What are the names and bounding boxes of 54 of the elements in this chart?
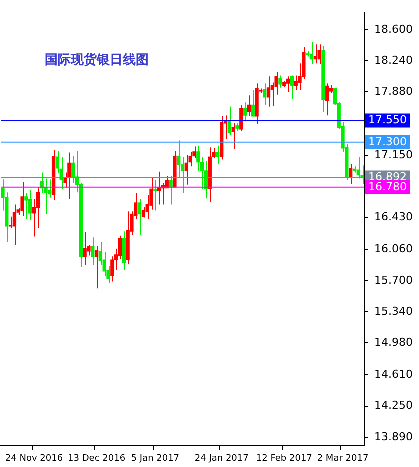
candlestick — [177, 140, 181, 178]
candlestick — [94, 246, 99, 290]
candlestick — [28, 190, 32, 221]
candlestick — [169, 176, 173, 206]
candlestick — [251, 90, 255, 117]
candlestick — [196, 145, 200, 172]
candlestick — [24, 192, 28, 220]
y-tick-label: 13.890 — [374, 430, 414, 444]
x-tick-label: 13 Dec 2016 — [68, 454, 126, 464]
candlestick — [142, 206, 146, 218]
candlestick — [326, 83, 330, 116]
y-tick-label: 17.880 — [374, 85, 414, 98]
y-tick-label: 15.340 — [374, 304, 414, 318]
y-tick-label: 16.060 — [374, 242, 414, 256]
candlestick — [247, 95, 252, 117]
y-tick-label: 14.980 — [374, 336, 414, 350]
candlestick — [184, 154, 189, 186]
candlestick — [294, 75, 298, 91]
candlestick — [290, 75, 294, 100]
candlestick — [286, 76, 290, 93]
y-tick-label: 17.150 — [374, 148, 414, 162]
candlestick — [12, 204, 17, 246]
x-tick-label: 5 Jan 2017 — [131, 454, 180, 464]
y-tick-label: 14.610 — [374, 368, 414, 382]
y-tick-label: 16.430 — [374, 210, 414, 224]
ref-line-label: 16.780 — [368, 180, 408, 194]
x-tick-label: 24 Jan 2017 — [194, 454, 249, 464]
candlestick — [154, 180, 158, 212]
candlestick — [83, 232, 87, 266]
candlestick — [310, 42, 314, 66]
candlestick — [20, 182, 24, 216]
y-tick-label: 15.700 — [374, 274, 414, 287]
x-tick-label: 2 Mar 2017 — [317, 454, 369, 464]
y-tick-label: 14.250 — [374, 399, 414, 412]
candlestick — [91, 237, 95, 266]
candlestick — [216, 145, 220, 165]
candlestick — [68, 152, 72, 200]
y-tick-label: 18.240 — [374, 54, 414, 67]
x-tick-label: 12 Feb 2017 — [256, 454, 312, 464]
candlestick — [72, 156, 76, 184]
candlestick — [263, 83, 267, 106]
ref-line-label: 17.300 — [368, 135, 408, 148]
candlestick — [240, 104, 244, 132]
ref-line-label: 17.550 — [368, 114, 408, 127]
candlestick — [356, 156, 360, 180]
candlestick — [232, 122, 236, 150]
y-tick-label: 18.600 — [374, 22, 414, 36]
x-tick-label: 24 Nov 2016 — [5, 454, 64, 464]
text: 国际现货银日线图 — [45, 52, 150, 68]
candlestick — [243, 102, 248, 122]
candlestick — [318, 44, 322, 66]
candlestick — [266, 76, 271, 108]
candlestick — [278, 75, 282, 88]
candlestick — [138, 199, 142, 236]
